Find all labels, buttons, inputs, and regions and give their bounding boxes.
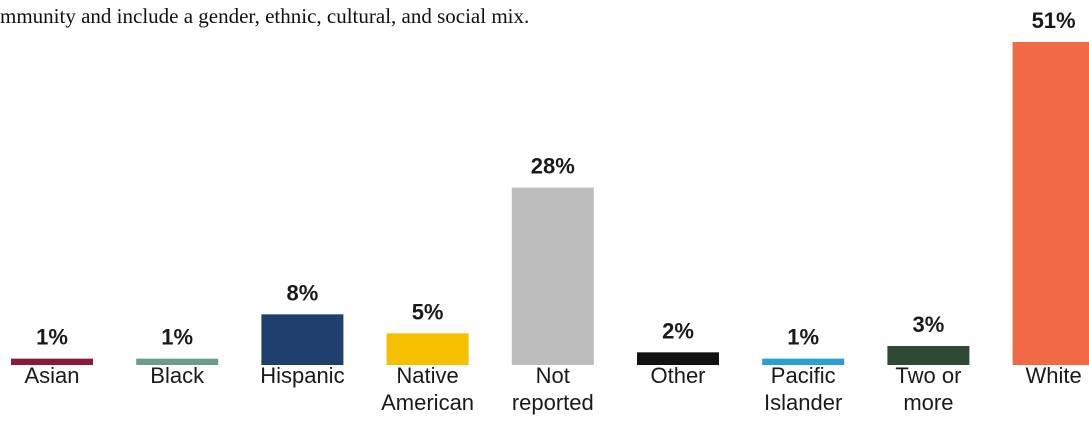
category-label: American: [381, 390, 474, 415]
value-labels-group: 1% 1% 8% 5% 28% 2% 1% 3% 51%: [36, 8, 1076, 350]
value-label: 3%: [913, 312, 945, 337]
value-label: 1%: [161, 325, 193, 350]
category-label: Other: [650, 363, 705, 388]
bar-native-american: [386, 333, 469, 365]
value-label: 1%: [787, 325, 819, 350]
bar-pacific-islander: [762, 358, 845, 365]
bar-other: [637, 352, 719, 365]
value-label: 51%: [1032, 8, 1076, 33]
category-label: White: [1025, 363, 1081, 388]
category-label: Black: [150, 363, 205, 388]
bars-group: [11, 42, 1089, 365]
bar-white: [1012, 42, 1089, 365]
value-label: 1%: [36, 325, 68, 350]
category-label: Two or: [895, 363, 961, 388]
bar-asian: [11, 358, 93, 365]
category-label: Pacific: [771, 363, 836, 388]
category-label: Native: [396, 363, 458, 388]
category-label: Hispanic: [260, 363, 344, 388]
document-text-line: mmunity and include a gender, ethnic, cu…: [0, 4, 530, 28]
bar-hispanic: [261, 314, 344, 365]
bar-not-reported: [511, 187, 594, 365]
value-label: 28%: [531, 154, 575, 179]
bar-two-or-more: [887, 346, 970, 365]
value-label: 5%: [412, 299, 444, 324]
value-label: 2%: [662, 318, 694, 343]
category-label: reported: [512, 390, 594, 415]
category-label: Asian: [24, 363, 79, 388]
category-label: more: [903, 390, 953, 415]
value-label: 8%: [287, 280, 319, 305]
category-label: Islander: [764, 390, 842, 415]
category-label: Not: [536, 363, 570, 388]
bar-black: [136, 358, 219, 365]
